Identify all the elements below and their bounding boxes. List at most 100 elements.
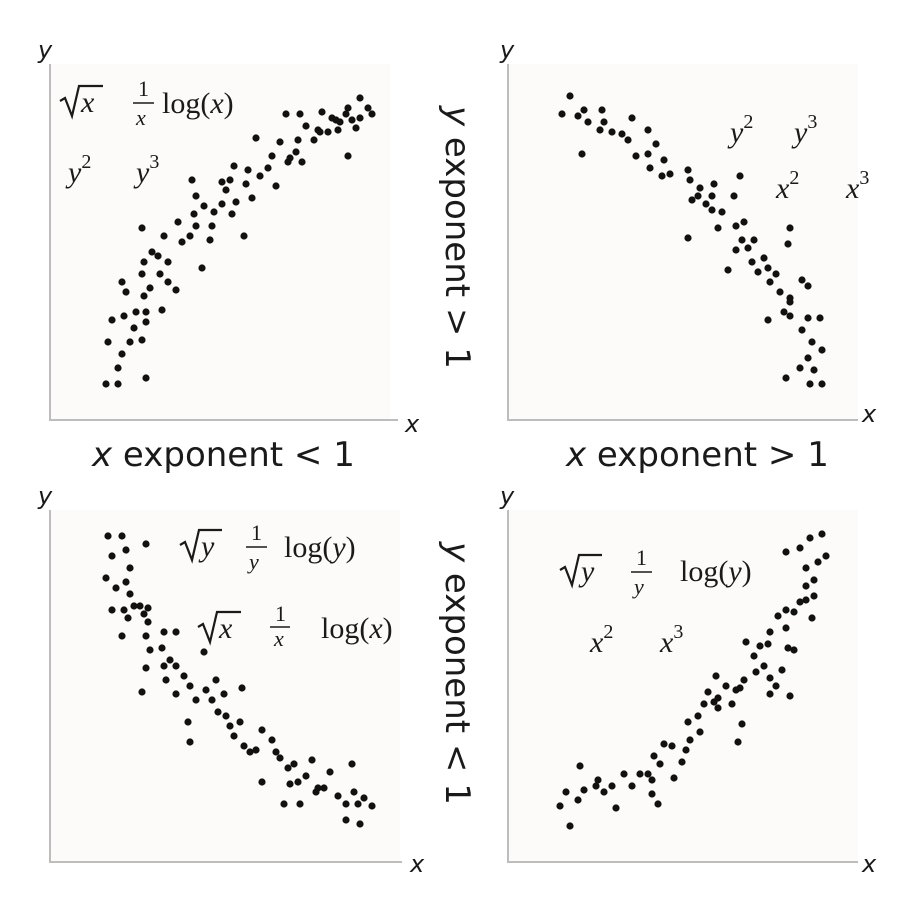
scatter-point	[188, 176, 196, 184]
scatter-point	[786, 298, 794, 306]
scatter-point	[258, 726, 266, 734]
scatter-point	[732, 222, 740, 230]
scatter-point	[684, 234, 692, 242]
scatter-point	[246, 748, 254, 756]
scatter-point	[784, 240, 792, 248]
scatter-point	[144, 618, 152, 626]
scatter-point	[558, 110, 566, 118]
scatter-point	[236, 718, 244, 726]
scatter-point	[192, 192, 200, 200]
svg-text:y: y	[578, 555, 595, 588]
scatter-point	[714, 704, 722, 712]
scatter-point	[350, 788, 358, 796]
annotation-y-squared-top-right: y2	[727, 111, 753, 149]
scatter-point	[696, 728, 704, 736]
scatter-point	[628, 782, 636, 790]
annotation-y-cubed-top-left: y3	[133, 151, 159, 189]
scatter-point	[368, 110, 376, 118]
scatter-point	[578, 150, 586, 158]
scatter-point	[208, 696, 216, 704]
scatter-point	[290, 760, 298, 768]
scatter-point	[744, 244, 752, 252]
scatter-point	[202, 686, 210, 694]
scatter-point	[802, 564, 810, 572]
scatter-point	[594, 776, 602, 784]
scatter-point	[708, 206, 716, 214]
scatter-point	[138, 224, 146, 232]
scatter-point	[242, 180, 250, 188]
scatter-point	[600, 118, 608, 126]
panel-bottom-left-bg	[50, 510, 400, 862]
scatter-point	[754, 268, 762, 276]
svg-text:1: 1	[275, 601, 286, 626]
scatter-point	[646, 164, 654, 172]
scatter-point	[138, 688, 146, 696]
scatter-point	[712, 672, 720, 680]
scatter-point	[308, 756, 316, 764]
scatter-point	[810, 576, 818, 584]
scatter-point	[808, 338, 816, 346]
scatter-point	[108, 316, 116, 324]
scatter-point	[632, 152, 640, 160]
scatter-point	[286, 780, 294, 788]
scatter-point	[696, 184, 704, 192]
scatter-point	[186, 738, 194, 746]
scatter-point	[240, 232, 248, 240]
caption-x-exponent-gt-1: x exponent > 1	[565, 435, 829, 475]
scatter-point	[244, 166, 252, 174]
svg-text:x: x	[218, 612, 233, 645]
scatter-point	[764, 264, 772, 272]
scatter-point	[356, 114, 364, 122]
scatter-point	[120, 312, 128, 320]
scatter-point	[334, 792, 342, 800]
scatter-point	[798, 276, 806, 284]
annotation-sqrt-y-bottom-right: y	[559, 553, 602, 589]
scatter-point	[108, 606, 116, 614]
scatter-point	[760, 662, 768, 670]
scatter-point	[144, 604, 152, 612]
scatter-point	[252, 134, 260, 142]
scatter-point	[112, 584, 120, 592]
scatter-point	[714, 694, 722, 702]
scatter-point	[126, 590, 134, 598]
scatter-point	[694, 192, 702, 200]
scatter-point	[294, 778, 302, 786]
scatter-point	[796, 598, 804, 606]
scatter-point	[252, 746, 260, 754]
scatter-point	[166, 656, 174, 664]
scatter-point	[342, 110, 350, 118]
scatter-point	[342, 816, 350, 824]
scatter-point	[108, 552, 116, 560]
scatter-point	[738, 720, 746, 728]
scatter-point	[172, 690, 180, 698]
scatter-point	[684, 166, 692, 174]
svg-text:1: 1	[251, 520, 262, 545]
scatter-point	[566, 92, 574, 100]
annotation-x-cubed-bottom-right: x3	[659, 621, 683, 659]
scatter-point	[764, 316, 772, 324]
scatter-point	[670, 774, 678, 782]
scatter-point	[232, 198, 240, 206]
scatter-point	[198, 264, 206, 272]
annotation-log-x-top-left: log(x)	[162, 87, 234, 120]
scatter-point	[344, 152, 352, 160]
scatter-point	[574, 796, 582, 804]
scatter-point	[756, 642, 764, 650]
scatter-point	[684, 718, 692, 726]
scatter-point	[714, 224, 722, 232]
scatter-point	[230, 732, 238, 740]
scatter-point	[272, 748, 280, 756]
scatter-points-top-right	[558, 92, 826, 388]
scatter-point	[142, 632, 150, 640]
scatter-point	[122, 288, 130, 296]
scatter-point	[226, 176, 234, 184]
scatter-point	[700, 700, 708, 708]
scatter-point	[160, 628, 168, 636]
scatter-point	[678, 758, 686, 766]
annotation-x-squared-bottom-right: x2	[589, 621, 613, 659]
annotation-reciprocal-x-top-left: 1 x	[133, 76, 154, 130]
scatter-point	[272, 182, 280, 190]
scatter-point	[666, 170, 674, 178]
scatter-point	[766, 674, 774, 682]
